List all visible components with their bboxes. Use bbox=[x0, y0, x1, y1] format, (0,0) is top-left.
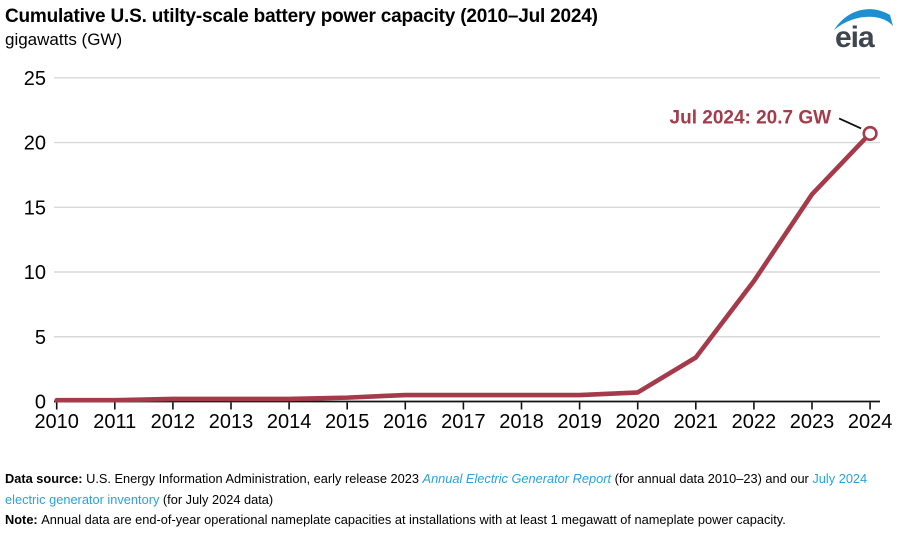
x-tick-label: 2023 bbox=[790, 411, 835, 433]
x-tick-label: 2010 bbox=[34, 411, 79, 433]
eia-logo: eia bbox=[834, 9, 893, 54]
footer-text: Data source: bbox=[5, 471, 87, 486]
capacity-line bbox=[54, 131, 873, 403]
y-tick-label: 0 bbox=[35, 392, 46, 414]
x-tick-label: 2015 bbox=[325, 411, 370, 433]
x-tick-label: 2018 bbox=[499, 411, 544, 433]
footer-line: Note: Annual data are end-of-year operat… bbox=[5, 510, 905, 531]
annotation-label: Jul 2024: 20.7 GW bbox=[670, 107, 832, 128]
footer-link[interactable]: July 2024 bbox=[812, 471, 868, 486]
x-tick-label: 2016 bbox=[383, 411, 428, 433]
x-tick-label: 2021 bbox=[674, 411, 719, 433]
capacity-line-chart: 0 5 10 15 20 25 2010 2011 2012 2013 2014 2015 2016 20… bbox=[24, 68, 893, 433]
footer-text: Note: bbox=[5, 512, 42, 528]
endpoint-marker bbox=[862, 125, 878, 142]
y-axis-unit-label: gigawatts (GW) bbox=[5, 30, 123, 49]
y-tick-label: 5 bbox=[35, 327, 46, 349]
y-tick-label: 10 bbox=[24, 262, 46, 284]
x-tick-label: 2022 bbox=[732, 411, 777, 433]
y-tick-label: 20 bbox=[24, 133, 46, 155]
x-tick-label: 2017 bbox=[441, 411, 486, 433]
x-tick-label: 2011 bbox=[93, 411, 136, 433]
x-tick-label: 2020 bbox=[615, 411, 660, 433]
footer-text: (for July 2024 data) bbox=[159, 491, 274, 507]
footer-text: (for annual data 2010–23) and our bbox=[611, 471, 813, 486]
footer: Data source: U.S. Energy Information Adm… bbox=[5, 469, 905, 531]
y-tick-label: 25 bbox=[24, 68, 46, 90]
annotation-leader-line bbox=[838, 117, 862, 130]
eia-logo-text: eia bbox=[835, 21, 875, 54]
eia-logo-swoosh-icon bbox=[834, 9, 893, 30]
footer-line: electric generator inventory (for July 2… bbox=[5, 490, 905, 511]
footer-text: U.S. Energy Information Administration, … bbox=[86, 471, 423, 486]
x-tick-label: 2024 bbox=[848, 411, 893, 433]
footer-link[interactable]: Annual Electric Generator Report bbox=[422, 471, 612, 486]
x-tick-label: 2019 bbox=[557, 411, 602, 433]
x-tick-label: 2014 bbox=[267, 411, 312, 433]
y-tick-label: 15 bbox=[24, 197, 46, 219]
x-tick-label: 2013 bbox=[209, 411, 254, 433]
x-tick-label: 2012 bbox=[151, 411, 196, 433]
page-title: Cumulative U.S. utilty-scale battery pow… bbox=[5, 6, 598, 27]
footer-text: Annual data are end-of-year operational … bbox=[41, 512, 786, 528]
footer-link[interactable]: electric generator inventory bbox=[5, 491, 160, 507]
footer-line: Data source: U.S. Energy Information Adm… bbox=[5, 469, 905, 490]
